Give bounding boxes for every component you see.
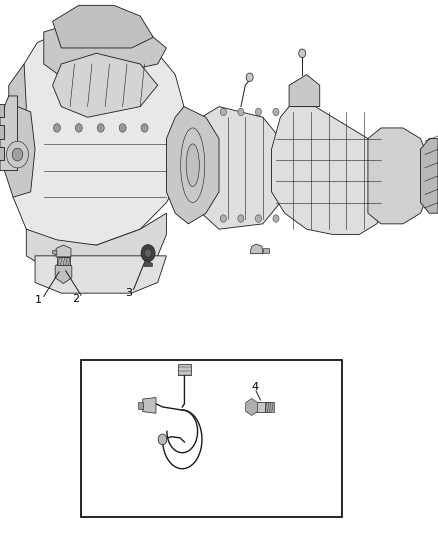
Polygon shape xyxy=(178,365,191,375)
Polygon shape xyxy=(251,244,263,254)
Circle shape xyxy=(238,215,244,222)
Circle shape xyxy=(158,434,167,445)
Polygon shape xyxy=(247,402,269,413)
Circle shape xyxy=(145,249,152,257)
Polygon shape xyxy=(35,256,166,293)
Polygon shape xyxy=(0,147,4,160)
Polygon shape xyxy=(144,262,152,266)
Polygon shape xyxy=(263,248,269,253)
Polygon shape xyxy=(44,16,166,80)
Text: 3: 3 xyxy=(125,288,132,298)
Circle shape xyxy=(246,73,253,82)
Circle shape xyxy=(299,49,306,58)
Circle shape xyxy=(238,108,244,116)
Circle shape xyxy=(273,108,279,116)
Polygon shape xyxy=(57,257,70,265)
Polygon shape xyxy=(13,27,184,245)
Polygon shape xyxy=(55,260,72,284)
Circle shape xyxy=(141,245,155,262)
Polygon shape xyxy=(0,125,4,139)
Polygon shape xyxy=(26,213,166,272)
Polygon shape xyxy=(265,402,274,411)
Circle shape xyxy=(220,215,226,222)
Text: 4: 4 xyxy=(251,382,258,392)
Circle shape xyxy=(220,108,226,116)
Circle shape xyxy=(7,141,28,168)
Polygon shape xyxy=(420,139,438,213)
Circle shape xyxy=(97,124,104,132)
Polygon shape xyxy=(53,53,158,117)
Ellipse shape xyxy=(180,128,205,203)
Circle shape xyxy=(273,215,279,222)
Circle shape xyxy=(119,124,126,132)
Circle shape xyxy=(75,124,82,132)
Circle shape xyxy=(12,148,23,161)
Polygon shape xyxy=(0,96,18,171)
Polygon shape xyxy=(143,398,156,413)
Circle shape xyxy=(255,108,261,116)
Polygon shape xyxy=(9,64,26,149)
Polygon shape xyxy=(246,399,258,416)
Polygon shape xyxy=(56,245,71,257)
Circle shape xyxy=(53,124,60,132)
Polygon shape xyxy=(289,75,320,107)
Bar xyxy=(81,360,342,517)
Polygon shape xyxy=(166,107,219,224)
Polygon shape xyxy=(53,5,153,48)
Polygon shape xyxy=(53,251,57,255)
Polygon shape xyxy=(193,107,280,229)
Polygon shape xyxy=(138,402,143,408)
Polygon shape xyxy=(368,128,429,224)
Circle shape xyxy=(141,124,148,132)
Circle shape xyxy=(255,215,261,222)
Ellipse shape xyxy=(186,144,199,187)
Text: 1: 1 xyxy=(35,295,42,304)
Text: 2: 2 xyxy=(72,294,79,304)
Polygon shape xyxy=(0,104,4,117)
Polygon shape xyxy=(272,107,385,235)
Polygon shape xyxy=(4,107,35,197)
